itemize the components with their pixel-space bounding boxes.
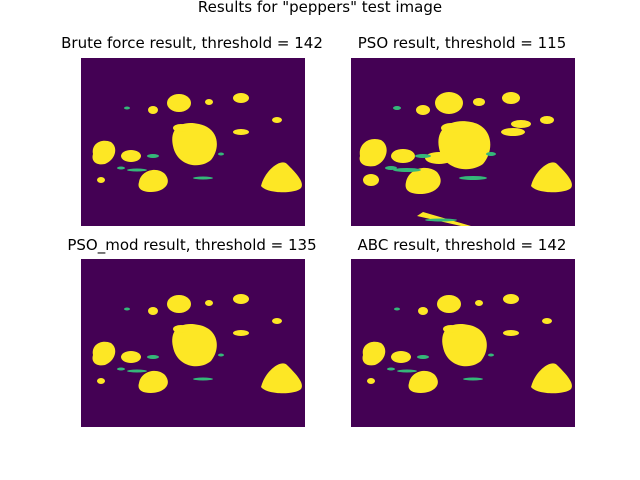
foreground-region: [391, 149, 415, 163]
foreground-region: [205, 99, 213, 105]
panel-abc: [351, 259, 575, 427]
binary-image-brute-force: [92, 93, 302, 193]
edge-speck: [127, 369, 147, 373]
edge-speck: [486, 152, 496, 156]
edge-speck: [124, 106, 130, 110]
foreground-region: [435, 92, 463, 114]
edge-speck: [117, 367, 125, 371]
panel-title-abc: ABC result, threshold = 142: [357, 236, 567, 254]
figure-suptitle: Results for "peppers" test image: [197, 0, 443, 16]
foreground-region: [233, 129, 249, 135]
foreground-region: [503, 294, 519, 304]
edge-speck: [417, 355, 429, 359]
foreground-region: [173, 124, 189, 132]
foreground-region: [502, 92, 520, 104]
foreground-region: [205, 300, 213, 306]
foreground-region: [138, 370, 168, 393]
foreground-region: [92, 140, 116, 165]
edge-speck: [218, 353, 224, 357]
foreground-region: [437, 295, 461, 313]
edge-speck: [463, 377, 483, 381]
foreground-region: [172, 122, 217, 166]
foreground-region: [531, 363, 572, 394]
foreground-region: [540, 116, 554, 124]
foreground-region: [97, 378, 105, 384]
foreground-region: [172, 323, 217, 367]
edge-speck: [394, 307, 400, 311]
foreground-region: [362, 341, 386, 366]
foreground-region: [542, 318, 552, 324]
foreground-region: [408, 370, 438, 393]
edge-speck: [147, 355, 159, 359]
foreground-region: [442, 323, 487, 367]
foreground-region: [272, 318, 282, 324]
segmented-regions: [92, 93, 302, 193]
foreground-region: [501, 128, 525, 136]
foreground-region: [416, 105, 430, 115]
foreground-region: [418, 307, 428, 315]
panel-title-pso-mod: PSO_mod result, threshold = 135: [67, 236, 317, 254]
foreground-region: [272, 117, 282, 123]
edge-speck: [459, 176, 487, 180]
foreground-region: [363, 174, 379, 186]
edge-speck: [393, 106, 401, 110]
foreground-region: [121, 351, 141, 363]
foreground-region: [121, 150, 141, 162]
panel-title-pso: PSO result, threshold = 115: [357, 34, 567, 52]
foreground-region: [233, 93, 249, 103]
edge-speck: [385, 166, 397, 170]
foreground-region: [475, 300, 483, 306]
edge-speck: [397, 369, 417, 373]
edge-speck: [415, 154, 431, 158]
foreground-region: [261, 363, 302, 394]
foreground-region: [92, 341, 116, 366]
foreground-region: [443, 325, 459, 333]
foreground-region: [261, 162, 302, 193]
foreground-region: [173, 325, 189, 333]
panel-title-brute-force: Brute force result, threshold = 142: [61, 34, 323, 52]
foreground-region: [148, 307, 158, 315]
foreground-region: [441, 123, 461, 133]
foreground-region: [167, 94, 191, 112]
edge-speck: [124, 307, 130, 311]
edge-speck: [393, 168, 421, 172]
panel-brute-force: [81, 58, 305, 226]
foreground-region: [148, 106, 158, 114]
foreground-region: [473, 98, 485, 106]
segmented-regions: [92, 294, 302, 394]
foreground-region: [138, 169, 168, 192]
foreground-region: [359, 138, 387, 167]
edge-speck: [147, 154, 159, 158]
foreground-region: [503, 330, 519, 336]
foreground-region: [367, 378, 375, 384]
edge-speck: [193, 176, 213, 180]
edge-speck: [193, 377, 213, 381]
edge-speck: [218, 152, 224, 156]
foreground-region: [425, 152, 453, 164]
foreground-region: [511, 120, 531, 128]
foreground-region: [391, 351, 411, 363]
segmented-regions: [359, 92, 572, 226]
foreground-region: [233, 330, 249, 336]
segmented-regions: [362, 294, 572, 394]
edge-speck: [387, 367, 395, 371]
foreground-region: [233, 294, 249, 304]
binary-image-abc: [362, 294, 572, 394]
edge-speck: [117, 166, 125, 170]
panel-pso-mod: [81, 259, 305, 427]
foreground-region: [97, 177, 105, 183]
panel-pso: [351, 58, 575, 226]
binary-image-pso-mod: [92, 294, 302, 394]
edge-speck: [488, 353, 494, 357]
edge-speck: [127, 168, 147, 172]
foreground-region: [405, 167, 441, 194]
foreground-region: [531, 162, 572, 193]
edge-speck: [425, 218, 457, 222]
binary-image-pso: [359, 92, 572, 226]
foreground-region: [167, 295, 191, 313]
